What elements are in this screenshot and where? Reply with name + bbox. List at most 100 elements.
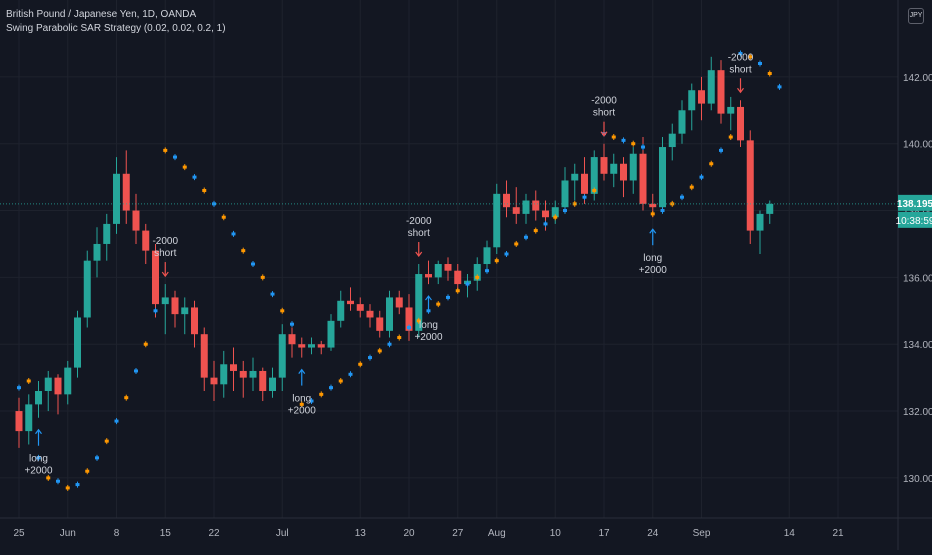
candle-body [278, 334, 286, 378]
x-tick-label: 14 [784, 528, 796, 539]
signal-label-bottom: short [593, 108, 615, 119]
candle-body [688, 90, 696, 111]
candle-body [561, 180, 569, 208]
x-tick-label: 13 [355, 528, 367, 539]
signal-label-top: -2000 [152, 236, 178, 247]
candle-body [395, 297, 403, 308]
candle-body [132, 210, 140, 231]
short-arrowhead [600, 131, 608, 137]
candle-body [113, 173, 120, 224]
candle-body [298, 344, 306, 348]
time-label-value: 10:38:59 [896, 216, 932, 227]
candle-body [35, 391, 42, 405]
currency-badge[interactable]: JPY [908, 8, 924, 24]
signal-label-top: long [29, 454, 48, 465]
indicator-title[interactable]: Swing Parabolic SAR Strategy (0.02, 0.02… [6, 23, 226, 34]
candle-body [93, 243, 101, 261]
candle-body [737, 106, 744, 141]
x-tick-label: 10 [550, 528, 562, 539]
signal-label-bottom: +2000 [288, 406, 317, 417]
chart-legend: British Pound / Japanese Yen, 1D, OANDA … [6, 8, 226, 36]
candle-body [171, 297, 179, 315]
candle-body [522, 200, 530, 214]
short-arrowhead [415, 251, 423, 258]
candle-body [707, 70, 715, 104]
x-tick-label: 27 [452, 528, 464, 539]
candle-body [181, 307, 189, 315]
x-tick-label: Sep [693, 528, 711, 539]
candle-body [717, 70, 725, 114]
signal-label-top: long [643, 253, 662, 264]
long-arrowhead [425, 295, 432, 301]
candle-body [337, 300, 345, 321]
candle-body [288, 334, 296, 345]
x-tick-label: 8 [114, 528, 120, 539]
candle-body [376, 317, 384, 331]
candle-body [512, 207, 520, 214]
short-arrowhead [161, 271, 169, 278]
candle-body [239, 370, 247, 378]
candle-body [766, 203, 774, 214]
candle-body [483, 247, 491, 265]
candle-body [347, 300, 354, 305]
candle-body [454, 270, 462, 285]
candle-body [659, 147, 666, 208]
signal-label-bottom: short [408, 228, 430, 239]
long-arrowhead [649, 228, 657, 234]
candle-body [620, 163, 627, 181]
candle-body [230, 364, 237, 371]
x-tick-label: 21 [832, 528, 844, 539]
candle-body [74, 317, 81, 368]
candle-body [220, 364, 228, 385]
y-tick-label: 134.000 [903, 340, 932, 351]
candle-body [356, 304, 364, 311]
x-tick-label: 17 [598, 528, 610, 539]
signal-label-bottom: short [154, 248, 176, 259]
candle-body [571, 173, 579, 181]
signal-label-bottom: +2000 [414, 332, 443, 343]
y-tick-label: 140.000 [903, 140, 932, 151]
candle-body [629, 153, 637, 181]
signal-label-top: -2000 [728, 52, 754, 63]
candle-body [639, 153, 647, 204]
candle-body [434, 264, 442, 278]
candle-body [386, 297, 393, 331]
long-arrowhead [298, 368, 306, 374]
candle-body [727, 106, 735, 114]
x-tick-label: 25 [13, 528, 25, 539]
candle-body [44, 377, 52, 392]
candle-body [83, 260, 91, 318]
candle-body [64, 367, 72, 395]
y-tick-label: 142.000 [903, 73, 932, 84]
signal-label-bottom: short [729, 64, 751, 75]
signal-label-top: -2000 [406, 216, 432, 227]
x-tick-label: 20 [403, 528, 415, 539]
x-tick-label: 22 [208, 528, 220, 539]
symbol-title[interactable]: British Pound / Japanese Yen, 1D, OANDA [6, 9, 197, 20]
candle-body [746, 140, 754, 231]
candle-body [269, 377, 276, 392]
y-tick-label: 136.000 [903, 273, 932, 284]
long-arrowhead [35, 428, 42, 435]
candle-body [590, 157, 598, 194]
candle-body [668, 133, 676, 148]
candle-body [756, 213, 764, 231]
candle-body [210, 377, 218, 385]
signal-label-top: -2000 [591, 96, 617, 107]
candle-body [161, 297, 169, 305]
candle-body [259, 370, 267, 392]
y-tick-label: 130.000 [903, 474, 932, 485]
candle-body [503, 193, 510, 208]
candle-body [532, 200, 540, 211]
candle-body [493, 193, 501, 248]
candle-body [600, 157, 608, 174]
candle-body [425, 274, 432, 278]
candle-body [152, 250, 159, 305]
x-tick-label: Jun [60, 528, 76, 539]
signal-label-top: long [419, 320, 438, 331]
candle-body [366, 310, 374, 318]
time-label-bg [898, 211, 932, 228]
candle-body [542, 210, 549, 218]
